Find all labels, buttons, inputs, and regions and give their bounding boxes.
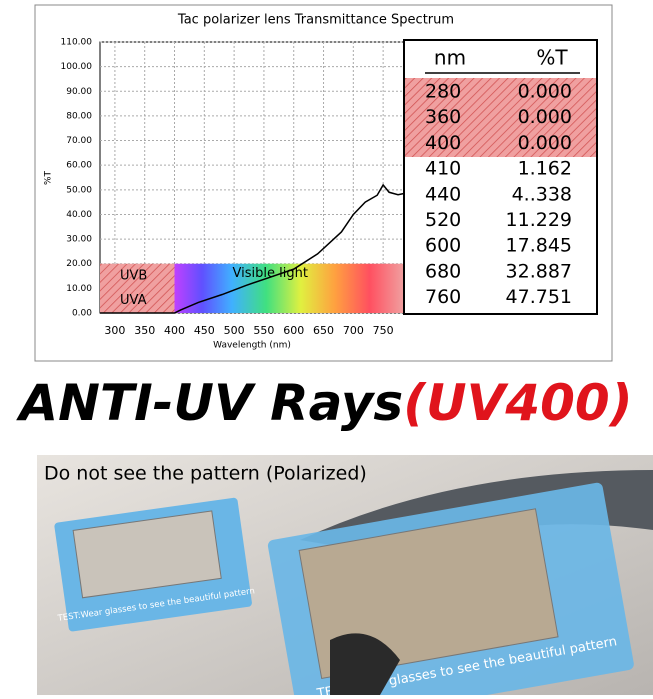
table-cell: 400 (425, 132, 461, 154)
x-tick-label: 500 (224, 324, 245, 337)
band-label: Visible light (233, 266, 308, 281)
table-cell: 410 (425, 158, 461, 180)
x-tick-label: 350 (134, 324, 155, 337)
table-cell: 440 (425, 183, 461, 205)
table-cell: 47.751 (506, 286, 572, 308)
x-tick-label: 450 (194, 324, 215, 337)
table-cell: 360 (425, 106, 461, 128)
line (100, 183, 405, 314)
card-left: TEST:Wear glasses to see the beautiful p… (54, 497, 255, 632)
y-tick-label: 60.00 (66, 161, 92, 171)
table-cell: 32.887 (506, 260, 572, 282)
table-cell: 0.000 (518, 81, 572, 103)
x-axis-label: Wavelength (nm) (213, 341, 291, 351)
table-header: %T (536, 46, 568, 70)
y-tick-label: 20.00 (66, 259, 92, 269)
plot: 0.00 10.00 20.00 30.00 40.00 50.00 60.00 70.00 8… (61, 38, 405, 337)
photo-caption: Do not see the pattern (Polarized) (44, 463, 367, 485)
x-tick-label: 550 (253, 324, 274, 337)
headline: ANTI-UV Rays(UV400) (15, 374, 632, 432)
table-cell: 11.229 (506, 209, 572, 231)
table-cell: 760 (425, 286, 461, 308)
glasses-nose (330, 633, 400, 695)
x-tick-label: 300 (104, 324, 125, 337)
y-tick-label: 70.00 (66, 136, 92, 146)
chart-title: Tac polarizer lens Transmittance Spectru… (177, 13, 454, 28)
table-cell: 0.000 (518, 132, 572, 154)
y-axis-label: %T (44, 170, 54, 185)
table-cell: 0.000 (518, 106, 572, 128)
table-header: nm (434, 46, 466, 70)
y-tick-label: 10.00 (66, 284, 92, 294)
band (100, 263, 175, 313)
y-tick-label: 100.00 (61, 62, 93, 72)
table-cell: 520 (425, 209, 461, 231)
band-label: UVA (120, 293, 147, 308)
y-tick-label: 40.00 (66, 210, 92, 220)
band-label: UVB (120, 269, 147, 284)
y-tick-label: 110.00 (61, 38, 93, 48)
x-tick-label: 750 (373, 324, 394, 337)
table: nm %T 280 0.000 360 0.000 400 0.000 410 1.162 440 4… (425, 46, 572, 309)
band (174, 263, 404, 313)
x-tick-label: 600 (283, 324, 304, 337)
y-tick-label: 80.00 (66, 111, 92, 121)
x-tick-label: 700 (343, 324, 364, 337)
table-cell: 280 (425, 81, 461, 103)
table-cell: 1.162 (518, 158, 572, 180)
y-tick-label: 50.00 (66, 185, 92, 195)
y-tick-label: 90.00 (66, 87, 92, 97)
table-cell: 600 (425, 235, 461, 257)
headline-main: ANTI-UV Rays (15, 374, 403, 432)
y-tick-label: 0.00 (72, 309, 92, 319)
x-tick-label: 650 (313, 324, 334, 337)
table-cell: 17.845 (506, 235, 572, 257)
y-tick-label: 30.00 (66, 235, 92, 245)
table-frame (403, 39, 598, 315)
x-tick-label: 400 (164, 324, 185, 337)
headline-accent: (UV400) (403, 374, 632, 432)
uv-row-highlight (405, 78, 596, 157)
table-cell: 680 (425, 260, 461, 282)
table-cell: 4..338 (512, 183, 572, 205)
